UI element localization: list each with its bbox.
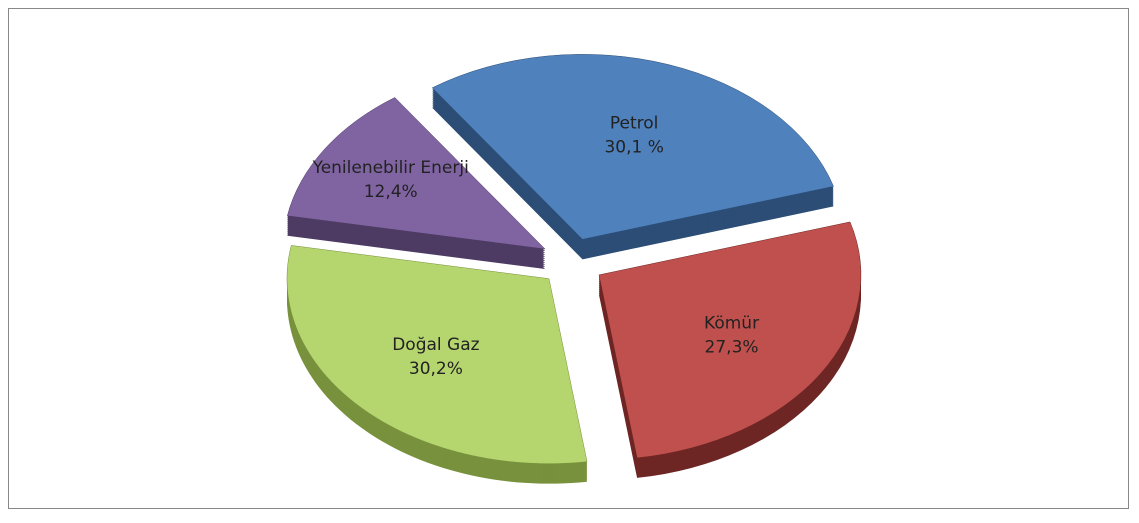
slice-label: Yenilenebilir Enerji [312, 158, 469, 178]
slice-label: Petrol [610, 113, 659, 133]
slice [431, 54, 834, 240]
slice-value-label: 27,3% [705, 338, 759, 358]
slice-label: Kömür [704, 314, 759, 334]
slice-label: Doğal Gaz [392, 335, 479, 355]
slice-value-label: 30,2% [409, 359, 463, 379]
slice [286, 245, 588, 464]
slice [287, 97, 546, 250]
slice-value-label: 12,4% [364, 182, 418, 202]
slice [598, 221, 862, 459]
slice-value-label: 30,1 % [604, 137, 663, 157]
